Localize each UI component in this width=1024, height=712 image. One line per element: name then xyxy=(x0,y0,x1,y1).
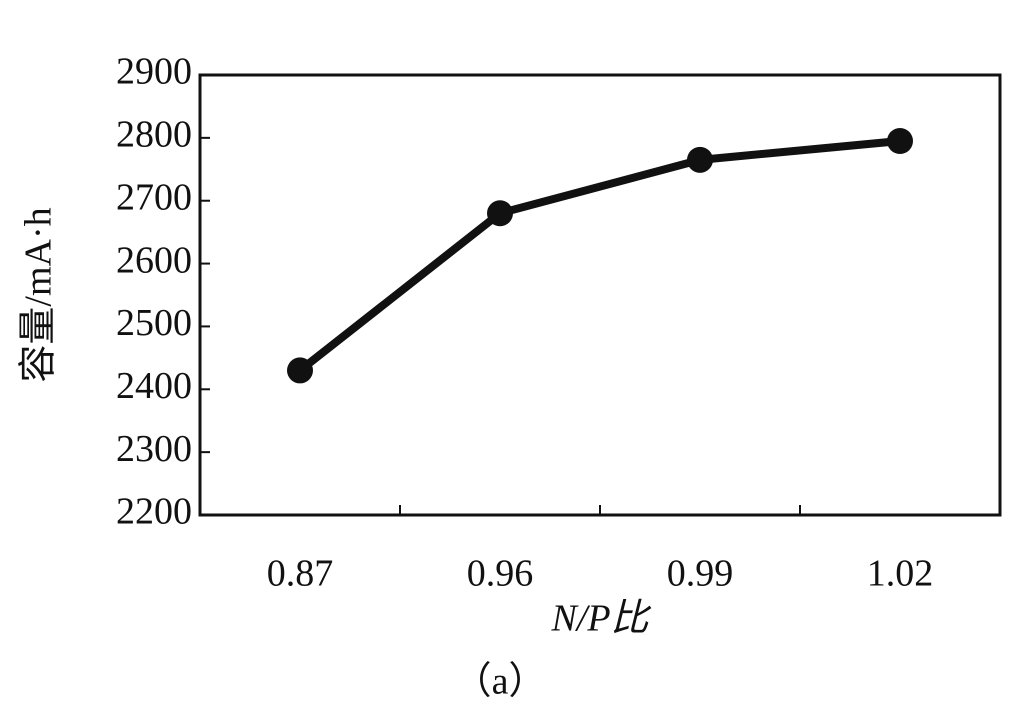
x-tick-label: 0.96 xyxy=(467,553,534,595)
marker xyxy=(887,128,913,154)
marker xyxy=(487,200,513,227)
y-tick-label: 2500 xyxy=(116,302,192,344)
y-tick-label: 2700 xyxy=(116,176,192,218)
y-tick-label: 2300 xyxy=(116,428,192,470)
x-tick-label: 0.87 xyxy=(267,553,334,595)
x-tick-label: 0.99 xyxy=(667,553,734,595)
line xyxy=(297,137,901,374)
y-tick-label: 2200 xyxy=(116,491,192,533)
marker xyxy=(687,146,713,173)
caption: （a） xyxy=(454,661,547,703)
x-tick-label: 1.02 xyxy=(867,553,934,595)
y-axis-label: 容量/mA·h xyxy=(18,207,60,382)
y-tick-label: 2800 xyxy=(116,114,192,156)
y-tick-label: 2600 xyxy=(116,239,192,281)
x-axis-label: N/P比 xyxy=(550,598,651,640)
y-tick-label: 2400 xyxy=(116,365,192,407)
y-tick-label: 2900 xyxy=(116,51,192,93)
marker xyxy=(287,357,313,384)
